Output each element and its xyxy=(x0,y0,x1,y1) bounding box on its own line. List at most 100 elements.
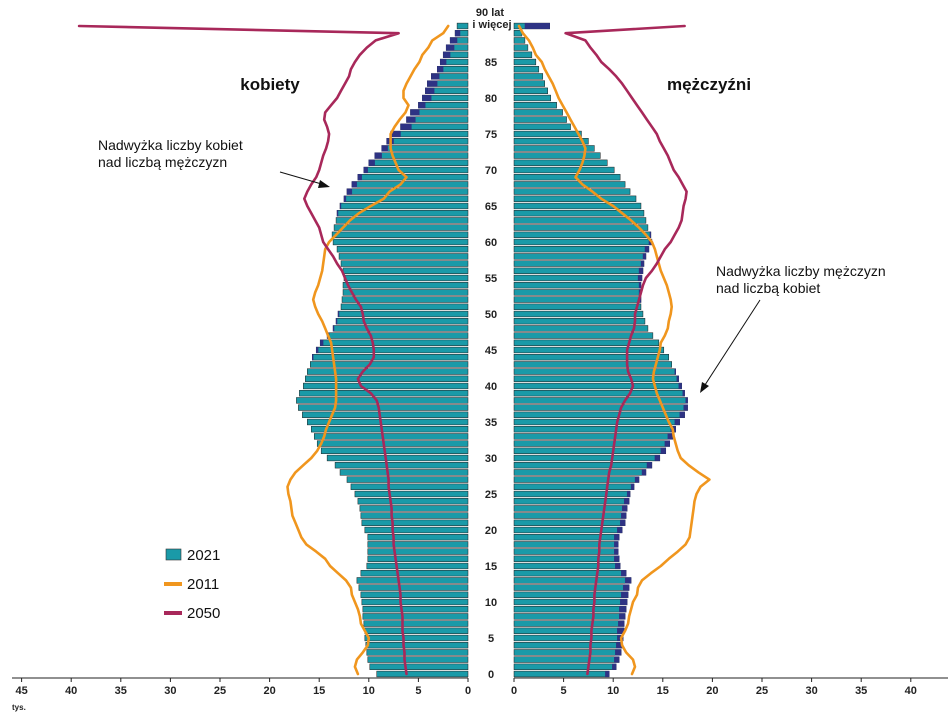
bar-women-age-55 xyxy=(343,274,469,282)
surplus-men-age-32 xyxy=(664,440,670,447)
surplus-men-age-23 xyxy=(621,505,628,512)
bar-women-age-35 xyxy=(307,418,469,426)
surplus-men-age-0 xyxy=(605,670,610,678)
bar-men-age-65 xyxy=(513,202,642,210)
bar-women-age-36 xyxy=(302,411,469,418)
bar-women-age-17 xyxy=(367,548,469,555)
age-label-65: 65 xyxy=(485,201,497,213)
surplus-men-age-54 xyxy=(638,282,642,289)
bar-women-age-41 xyxy=(305,375,469,382)
bar-women-age-54 xyxy=(342,282,469,289)
age-label-15: 15 xyxy=(485,561,497,573)
bar-women-age-2 xyxy=(367,656,469,663)
x-tick-label-women-25: 25 xyxy=(214,685,226,697)
bar-women-age-27 xyxy=(346,476,469,483)
surplus-men-age-14 xyxy=(620,570,627,577)
x-tick-label-men-25: 25 xyxy=(756,685,768,697)
bar-women-age-34 xyxy=(311,426,469,433)
bar-men-age-34 xyxy=(513,426,676,433)
bar-men-age-36 xyxy=(513,411,685,418)
x-tick-label-women-5: 5 xyxy=(415,685,421,697)
women-surplus-text-2: nad liczbą mężczyzn xyxy=(98,154,227,170)
bar-men-age-61 xyxy=(513,231,652,238)
bar-women-age-21 xyxy=(361,519,469,526)
age-label-10: 10 xyxy=(485,597,497,609)
bar-women-age-47 xyxy=(326,332,469,339)
bar-men-age-45 xyxy=(513,346,665,354)
surplus-women-age-86 xyxy=(443,51,451,58)
bar-women-age-14 xyxy=(360,570,469,577)
bar-women-age-59 xyxy=(336,246,469,253)
surplus-men-age-18 xyxy=(614,541,619,548)
surplus-men-age-15 xyxy=(615,562,621,570)
surplus-men-age-17 xyxy=(614,548,619,555)
surplus-men-age-1 xyxy=(612,663,617,670)
bar-women-age-7 xyxy=(363,620,469,627)
bar-women-age-69 xyxy=(357,174,469,181)
x-tick-label-women-10: 10 xyxy=(363,685,375,697)
x-tick-label-men-30: 30 xyxy=(805,685,817,697)
surplus-men-age-56 xyxy=(638,267,644,274)
surplus-men-age-25 xyxy=(626,490,631,498)
surplus-men-age-42 xyxy=(674,368,676,375)
bar-women-age-31 xyxy=(320,447,469,454)
bar-men-age-22 xyxy=(513,512,627,519)
surplus-men-age-29 xyxy=(646,462,653,469)
bar-women-age-20 xyxy=(364,526,469,534)
bar-men-age-56 xyxy=(513,267,644,274)
bar-men-age-47 xyxy=(513,332,654,339)
surplus-women-age-71 xyxy=(368,159,375,166)
surplus-women-age-70 xyxy=(363,166,368,174)
age-label-50: 50 xyxy=(485,309,497,321)
women-title: kobiety xyxy=(240,75,300,94)
surplus-women-age-72 xyxy=(374,152,382,159)
x-tick-label-women-45: 45 xyxy=(15,685,27,697)
surplus-men-age-33 xyxy=(667,433,673,440)
bar-men-age-69 xyxy=(513,174,621,181)
surplus-men-age-31 xyxy=(660,447,666,454)
bar-men-age-70 xyxy=(513,166,615,174)
age-label-85: 85 xyxy=(485,57,497,69)
surplus-men-age-8 xyxy=(619,613,626,620)
surplus-women-age-46 xyxy=(320,339,324,346)
surplus-men-age-11 xyxy=(620,591,629,598)
surplus-women-age-80 xyxy=(422,94,432,102)
age-label-90-line1: 90 lat xyxy=(476,7,504,19)
bar-men-age-81 xyxy=(513,87,548,94)
surplus-men-age-27 xyxy=(634,476,640,483)
bar-women-age-10 xyxy=(361,598,469,606)
bar-men-age-86 xyxy=(513,51,533,58)
x-tick-label-women-30: 30 xyxy=(164,685,176,697)
bar-men-age-60 xyxy=(513,238,653,246)
bar-women-age-1 xyxy=(369,663,469,670)
surplus-men-age-39 xyxy=(682,390,685,397)
surplus-women-age-49 xyxy=(335,318,338,325)
surplus-women-age-50 xyxy=(337,310,340,318)
bar-women-age-0 xyxy=(376,670,469,678)
surplus-women-age-79 xyxy=(418,102,426,109)
bar-men-age-66 xyxy=(513,195,637,202)
surplus-women-age-69 xyxy=(357,174,363,181)
bar-men-age-88 xyxy=(513,37,526,44)
women-surplus-arrow xyxy=(279,171,326,186)
bar-men-age-20 xyxy=(513,526,623,534)
men-surplus-arrow xyxy=(702,299,761,389)
bar-men-age-64 xyxy=(513,210,645,217)
surplus-men-age-58 xyxy=(642,253,647,260)
bar-women-age-38 xyxy=(296,397,469,404)
men-surplus-text-2: nad liczbą kobiet xyxy=(716,280,820,296)
bar-women-age-26 xyxy=(350,483,469,490)
bar-men-age-23 xyxy=(513,505,628,512)
bar-women-age-56 xyxy=(342,267,469,274)
line-mczyni-2050 xyxy=(564,24,688,676)
bar-men-age-29 xyxy=(513,462,653,469)
bar-women-age-25 xyxy=(354,490,469,498)
bar-women-age-43 xyxy=(310,361,469,368)
bar-women-age-79 xyxy=(418,102,469,109)
bar-men-age-83 xyxy=(513,73,544,80)
women-surplus-arrowhead xyxy=(318,180,330,188)
age-label-35: 35 xyxy=(485,417,497,429)
bar-men-age-3 xyxy=(513,649,622,656)
men-title: mężczyźni xyxy=(667,75,751,94)
age-label-30: 30 xyxy=(485,453,497,465)
